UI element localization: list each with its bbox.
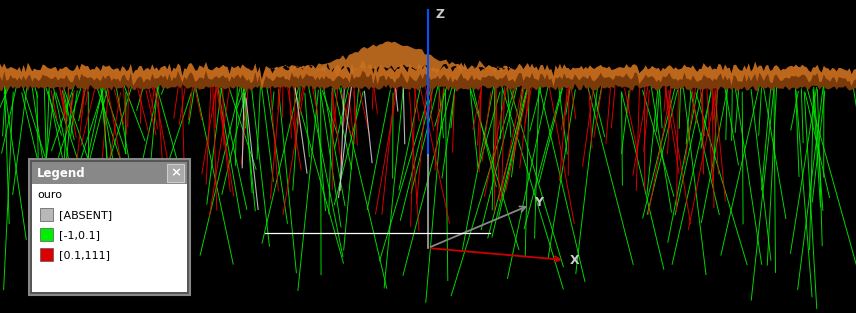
Text: Y: Y [534,197,543,209]
Text: Z: Z [436,8,445,21]
Polygon shape [0,60,856,90]
Polygon shape [270,41,510,78]
Bar [40,228,53,241]
Bar [167,164,184,182]
Bar [40,208,53,221]
Text: [0.1,111]: [0.1,111] [59,250,110,260]
Bar [32,184,187,292]
Text: [-1,0.1]: [-1,0.1] [59,230,100,240]
Polygon shape [0,60,856,92]
Bar [40,248,53,261]
Bar [32,162,187,184]
Text: ouro: ouro [37,190,62,200]
Text: ×: × [170,167,181,179]
Text: Legend: Legend [37,167,86,179]
Text: X: X [570,254,580,266]
Text: [ABSENT]: [ABSENT] [59,210,112,220]
Bar [29,159,190,295]
